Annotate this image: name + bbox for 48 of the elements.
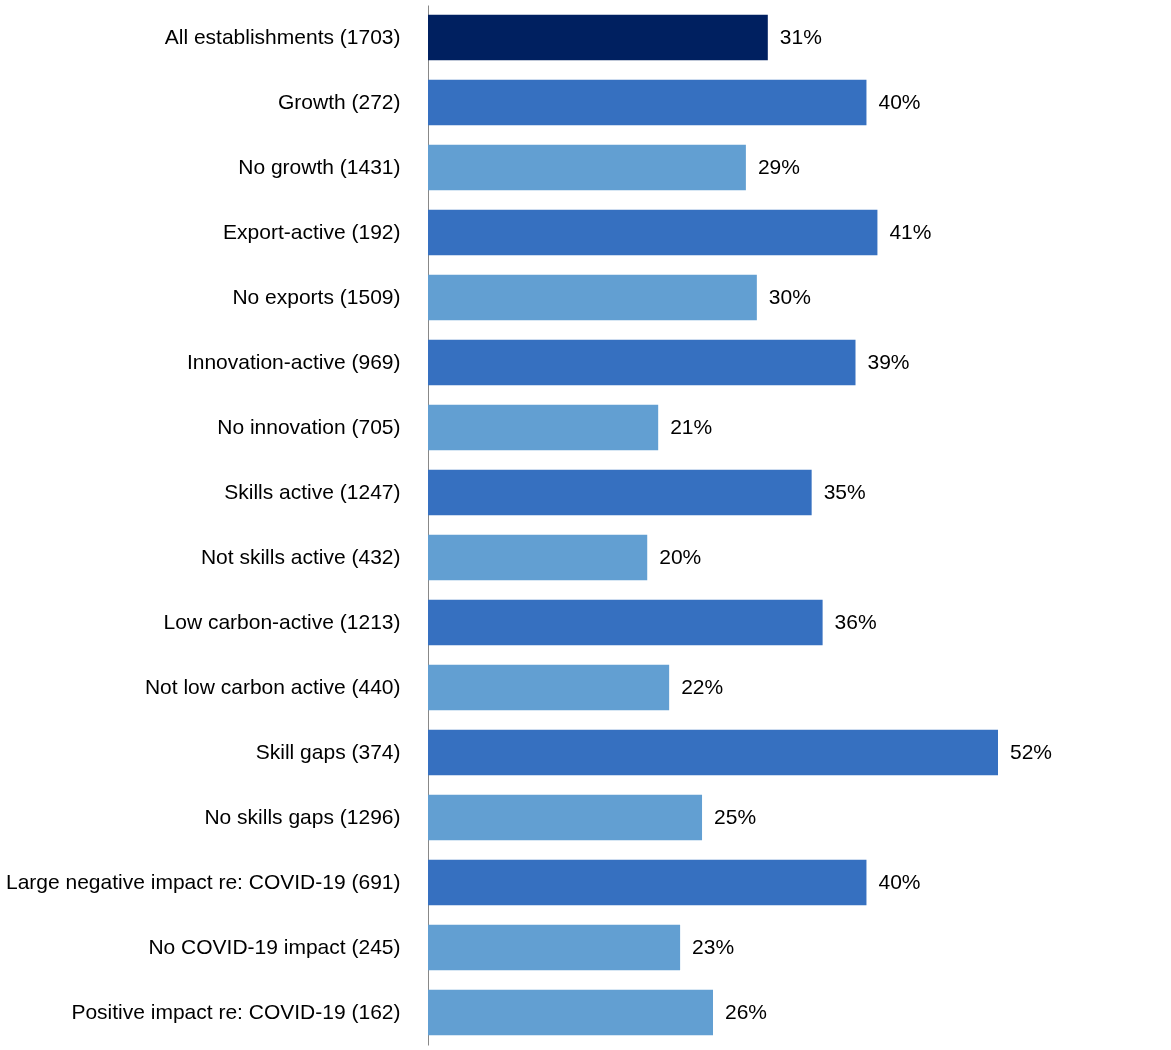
y-tick-label: No growth (1431) xyxy=(238,154,401,178)
data-label: 25% xyxy=(714,804,757,828)
bar xyxy=(428,404,659,451)
data-label: 41% xyxy=(889,219,932,243)
bar xyxy=(428,989,713,1036)
data-label: 21% xyxy=(670,414,713,438)
bar xyxy=(428,274,757,321)
bar xyxy=(428,924,681,971)
data-label: 22% xyxy=(681,674,724,698)
bar xyxy=(428,859,867,906)
data-label: 52% xyxy=(1010,739,1053,763)
data-label: 30% xyxy=(768,284,811,308)
bar xyxy=(428,599,823,646)
bar xyxy=(428,209,878,256)
y-tick-label: Skills active (1247) xyxy=(224,479,401,503)
bar xyxy=(428,14,768,61)
data-label: 40% xyxy=(878,869,921,893)
bar xyxy=(428,664,670,711)
data-label: 26% xyxy=(725,999,768,1023)
data-label: 40% xyxy=(878,89,921,113)
bar xyxy=(428,144,746,191)
bar xyxy=(428,534,648,581)
y-tick-label: Not low carbon active (440) xyxy=(144,674,401,698)
data-label: 20% xyxy=(659,544,702,568)
data-label: 31% xyxy=(779,24,822,48)
y-tick-label: Positive impact re: COVID-19 (162) xyxy=(71,999,401,1023)
y-tick-label: Skill gaps (374) xyxy=(255,739,401,763)
bar xyxy=(428,729,998,776)
y-tick-label: No COVID-19 impact (245) xyxy=(148,934,401,958)
y-tick-label: No exports (1509) xyxy=(232,284,401,308)
data-label: 23% xyxy=(692,934,735,958)
y-tick-label: Innovation-active (969) xyxy=(186,349,401,373)
bar xyxy=(428,794,703,841)
y-tick-label: Not skills active (432) xyxy=(200,544,401,568)
data-label: 36% xyxy=(834,609,877,633)
y-tick-label: Export-active (192) xyxy=(223,219,401,243)
y-tick-label: Large negative impact re: COVID-19 (691) xyxy=(5,869,401,893)
data-label: 29% xyxy=(757,154,800,178)
y-tick-label: No innovation (705) xyxy=(217,414,401,438)
bar xyxy=(428,339,856,386)
bar xyxy=(428,79,867,126)
data-label: 35% xyxy=(823,479,866,503)
y-tick-label: No skills gaps (1296) xyxy=(204,804,401,828)
data-label: 39% xyxy=(867,349,910,373)
y-tick-label: Low carbon-active (1213) xyxy=(163,609,401,633)
bar xyxy=(428,469,812,516)
y-tick-label: All establishments (1703) xyxy=(164,24,401,48)
y-tick-label: Growth (272) xyxy=(277,89,401,113)
